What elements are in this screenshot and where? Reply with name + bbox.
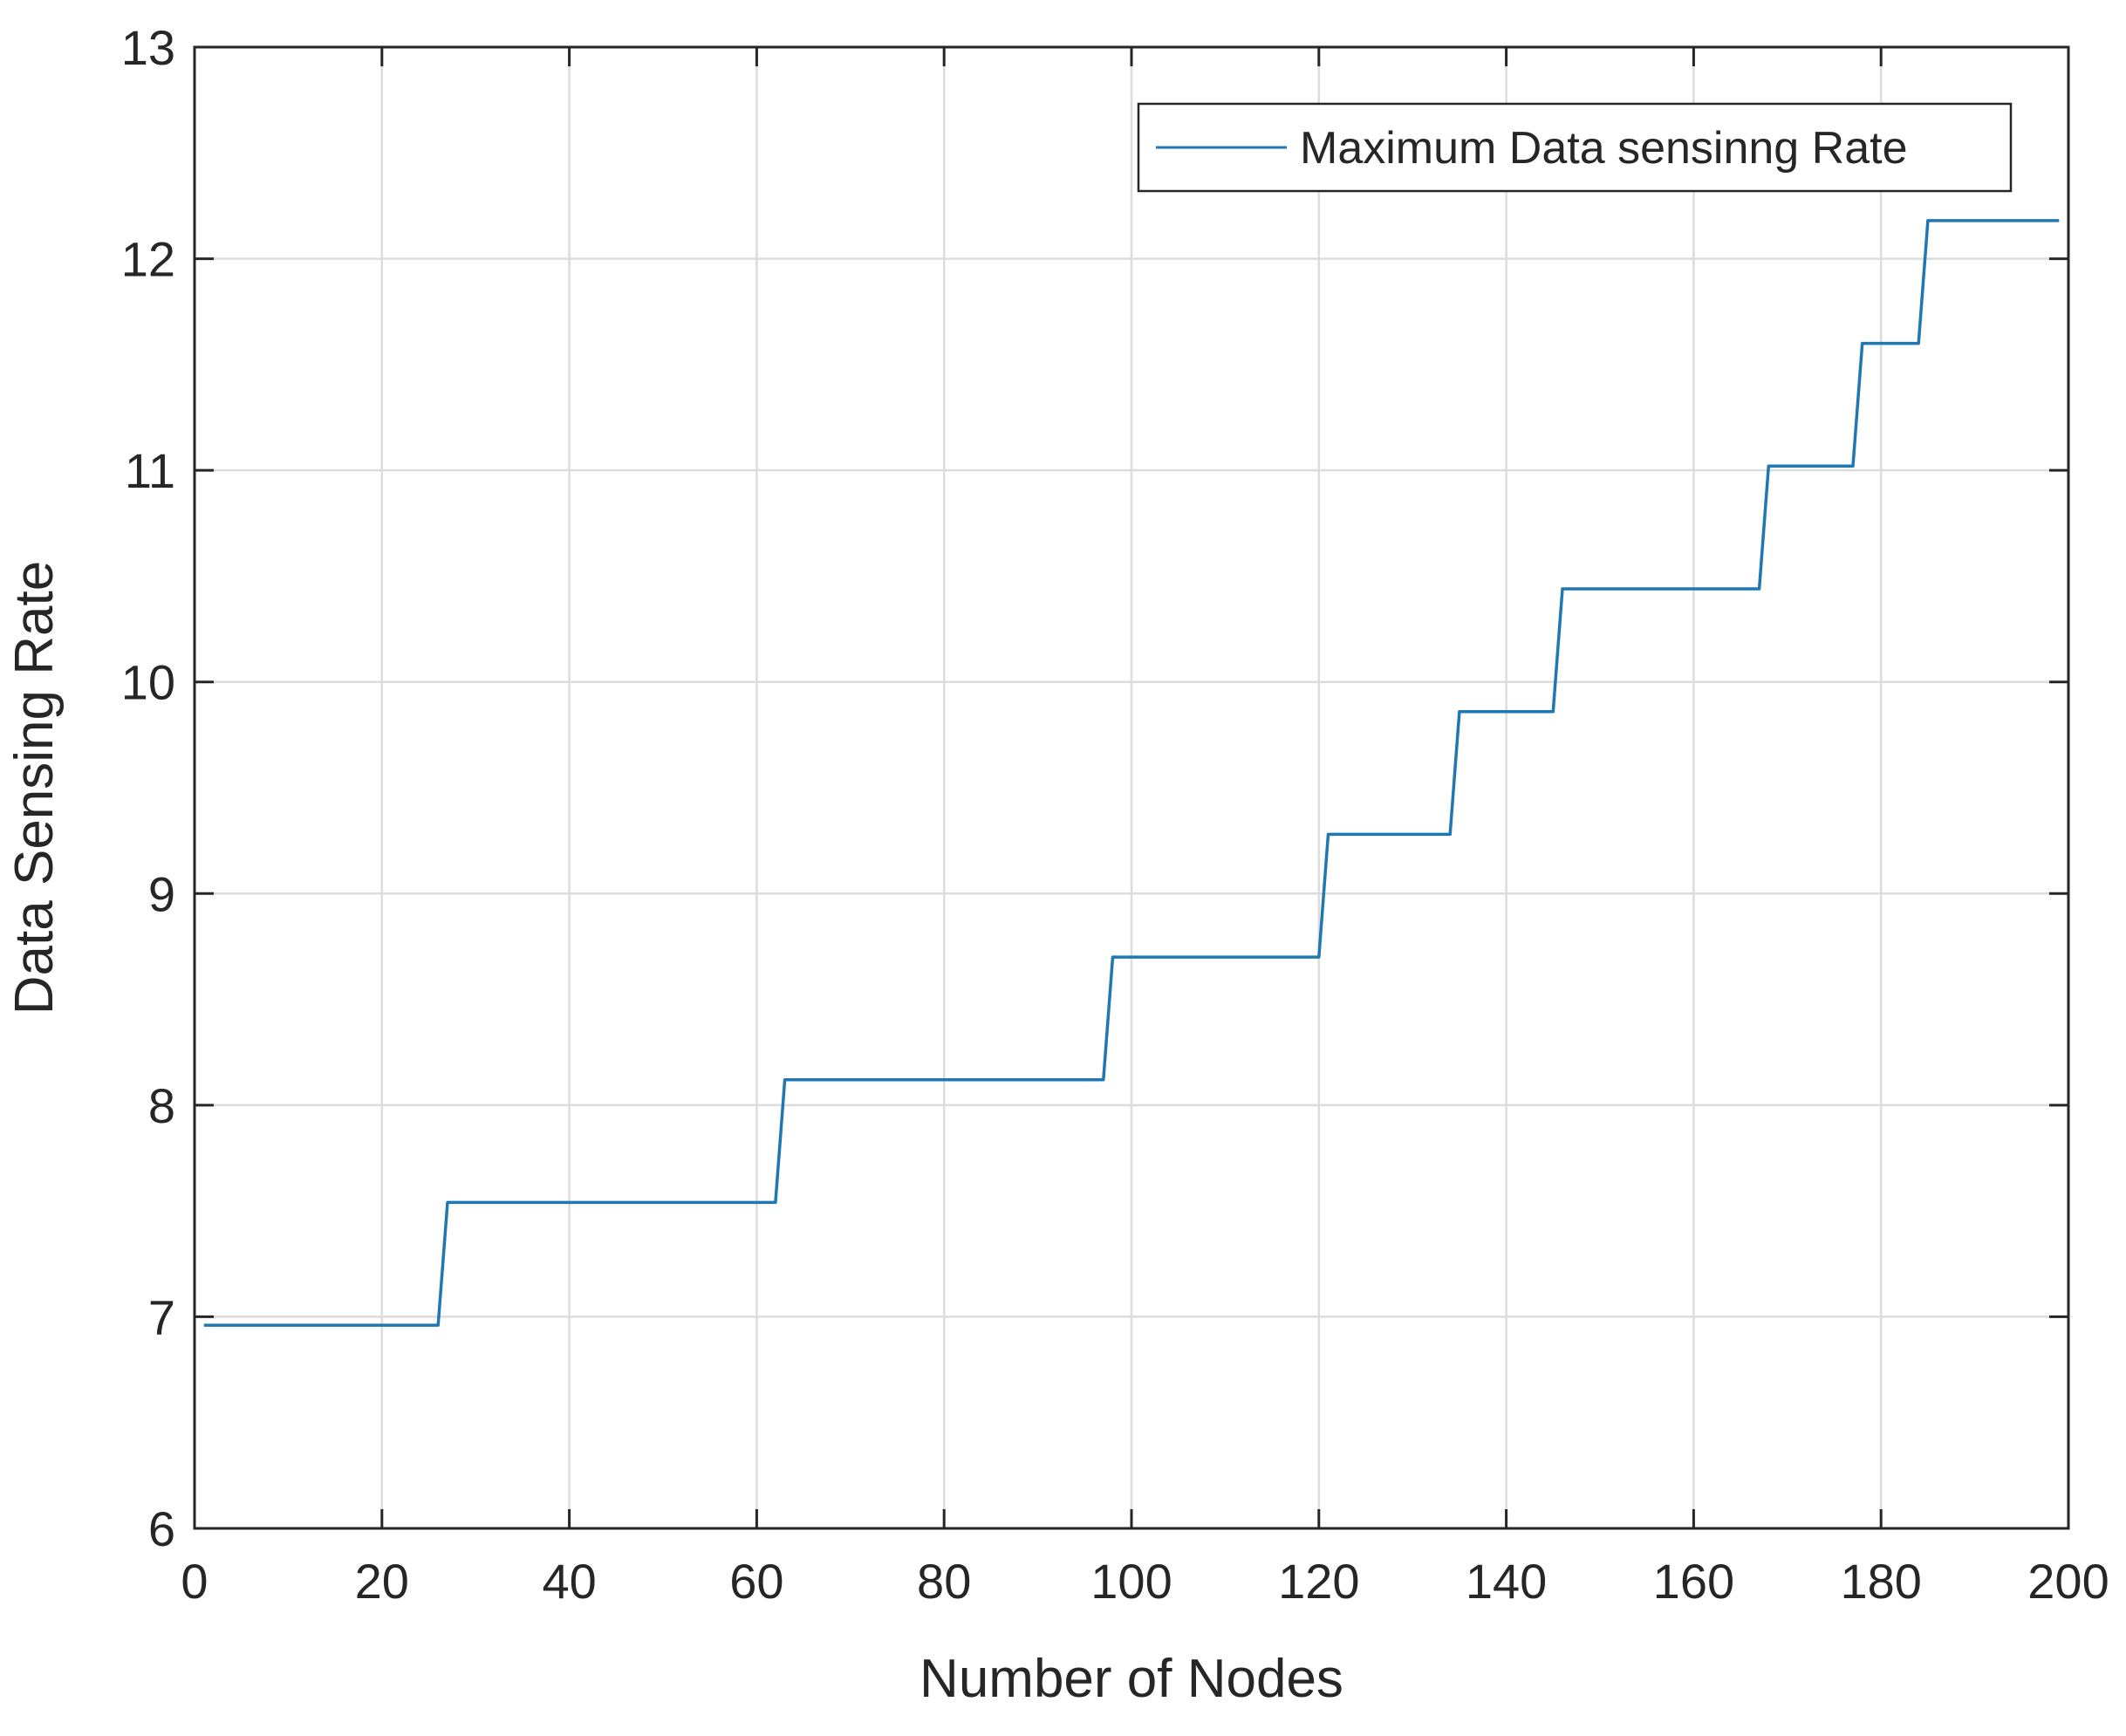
axis-ticks <box>193 45 2070 1530</box>
y-tick-label: 6 <box>148 1501 175 1556</box>
x-tick-label: 160 <box>1653 1554 1734 1609</box>
y-tick-label: 10 <box>121 655 175 710</box>
series-layer <box>203 219 2060 1327</box>
x-tick-label: 20 <box>355 1554 409 1609</box>
x-tick-label: 200 <box>2027 1554 2109 1609</box>
y-tick-label: 12 <box>121 232 175 287</box>
x-tick-label: 140 <box>1466 1554 1547 1609</box>
x-tick-label: 40 <box>542 1554 596 1609</box>
x-axis-tick-labels: 0 20 40 60 80 100 120 140 160 180 200 <box>181 1554 2109 1609</box>
y-axis-label: Data Sensing Rate <box>4 561 65 1015</box>
series-line <box>203 219 2060 1327</box>
grid-lines <box>195 47 2068 1528</box>
y-tick-label: 9 <box>148 866 175 921</box>
y-tick-label: 11 <box>125 443 175 498</box>
x-tick-label: 60 <box>729 1554 783 1609</box>
x-tick-label: 100 <box>1090 1554 1172 1609</box>
y-tick-label: 13 <box>121 20 175 75</box>
legend: Maximum Data sensinng Rate <box>1137 102 2013 193</box>
x-tick-label: 180 <box>1840 1554 1921 1609</box>
x-axis-label: Number of Nodes <box>919 1649 1343 1709</box>
legend-entry-label: Maximum Data sensinng Rate <box>1300 123 1908 174</box>
x-tick-label: 0 <box>181 1554 208 1609</box>
y-tick-label: 7 <box>148 1289 175 1344</box>
y-tick-label: 8 <box>148 1078 175 1133</box>
x-tick-label: 80 <box>917 1554 971 1609</box>
y-axis-tick-labels: 6 7 8 9 10 11 12 13 <box>121 20 175 1556</box>
x-tick-label: 120 <box>1278 1554 1359 1609</box>
